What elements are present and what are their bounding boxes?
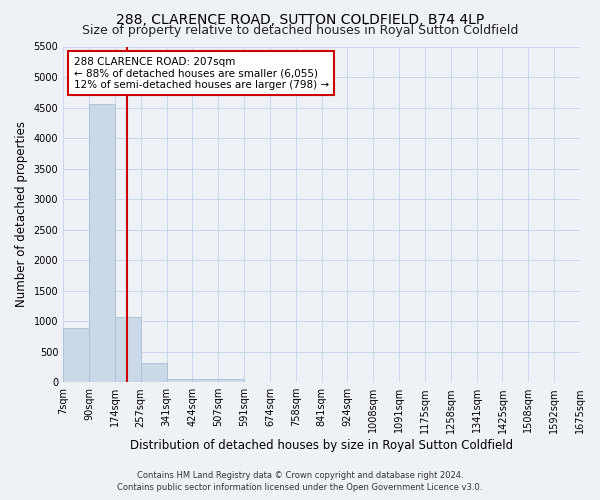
Text: Contains HM Land Registry data © Crown copyright and database right 2024.
Contai: Contains HM Land Registry data © Crown c… xyxy=(118,471,482,492)
Text: 288, CLARENCE ROAD, SUTTON COLDFIELD, B74 4LP: 288, CLARENCE ROAD, SUTTON COLDFIELD, B7… xyxy=(116,12,484,26)
Bar xyxy=(167,378,193,382)
Bar xyxy=(63,328,89,382)
Bar xyxy=(140,364,167,382)
Bar xyxy=(193,379,218,382)
Text: 288 CLARENCE ROAD: 207sqm
← 88% of detached houses are smaller (6,055)
12% of se: 288 CLARENCE ROAD: 207sqm ← 88% of detac… xyxy=(74,56,329,90)
Bar xyxy=(89,104,115,382)
Y-axis label: Number of detached properties: Number of detached properties xyxy=(15,122,28,308)
Text: Size of property relative to detached houses in Royal Sutton Coldfield: Size of property relative to detached ho… xyxy=(82,24,518,37)
Bar xyxy=(115,318,140,382)
X-axis label: Distribution of detached houses by size in Royal Sutton Coldfield: Distribution of detached houses by size … xyxy=(130,440,513,452)
Bar xyxy=(218,379,244,382)
